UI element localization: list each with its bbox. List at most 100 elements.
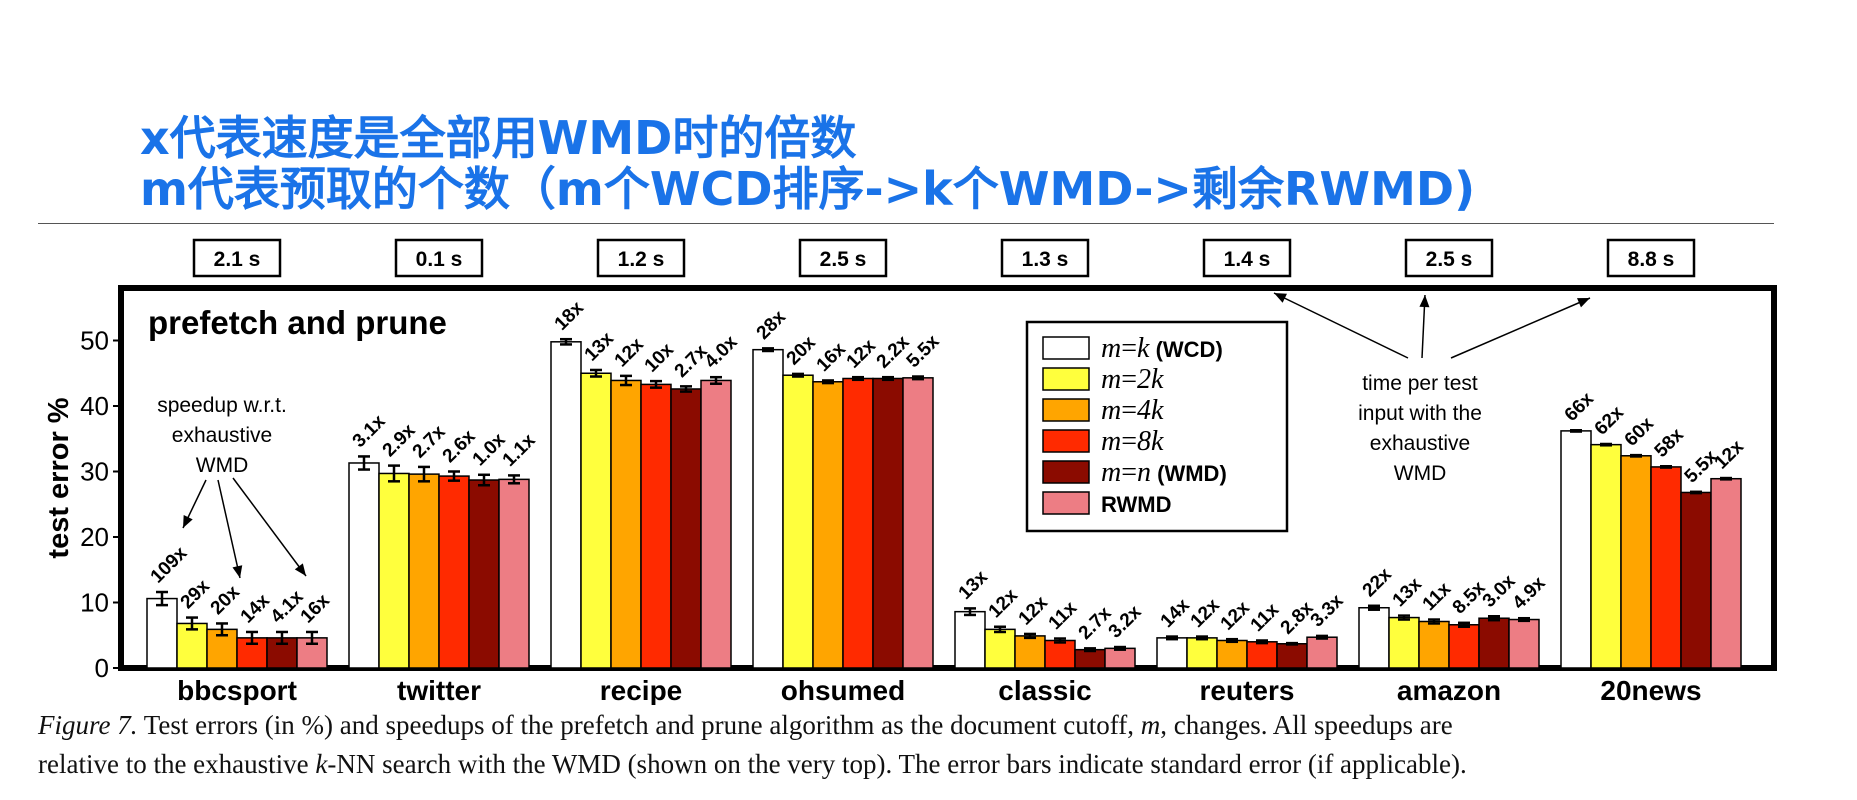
speedup-arrow: [217, 479, 241, 579]
category-label: 20news: [1600, 675, 1701, 705]
legend-swatch: [1042, 336, 1090, 360]
legend-entry-label: m=8k: [1101, 426, 1164, 457]
time-note-text: WMD: [1394, 462, 1446, 485]
speedup-arrow-head: [294, 563, 306, 576]
wmd-time-label: 8.8 s: [1628, 248, 1675, 271]
bar: [1418, 620, 1450, 669]
bar: [1216, 639, 1248, 669]
speedup-label: 12x: [1217, 597, 1255, 635]
wmd-time-label: 1.2 s: [618, 248, 665, 271]
wmd-time-label: 1.3 s: [1022, 248, 1069, 271]
y-tick-label: 10: [80, 588, 109, 618]
time-arrow-head: [1419, 295, 1430, 308]
legend-entry-label: m=2k: [1101, 364, 1164, 395]
speedup-label: 109x: [147, 543, 192, 588]
bar: [1104, 647, 1136, 669]
bar: [1156, 637, 1188, 669]
bar: [1448, 624, 1480, 669]
speedup-label: 16x: [297, 590, 335, 628]
speedup-label: 3.0x: [1479, 570, 1520, 611]
y-tick-label: 20: [80, 522, 109, 552]
bar: [954, 610, 986, 669]
category-label: twitter: [397, 675, 481, 705]
speedup-label: 12x: [611, 334, 649, 372]
wmd-time-box: [798, 238, 888, 278]
caption-line-2: relative to the exhaustive k-NN search w…: [38, 749, 1818, 780]
wmd-time-label: 2.5 s: [820, 248, 867, 271]
legend-swatch: [1042, 460, 1090, 484]
bar: [1358, 606, 1390, 669]
wmd-time-label: 2.5 s: [1426, 248, 1473, 271]
category-label: classic: [998, 675, 1091, 705]
category-label: reuters: [1200, 675, 1295, 705]
bar: [550, 341, 582, 669]
speedup-label: 4.0x: [701, 331, 742, 372]
bar: [1590, 443, 1622, 669]
caption-text-1a: Test errors (in %) and speedups of the p…: [137, 710, 1141, 740]
bar: [812, 381, 844, 669]
plot-frame: [118, 285, 1777, 671]
legend-entry-label: m=k (WCD): [1101, 333, 1223, 364]
bar-chart: 0 10 20 30 40 50 test error % prefetch and prun…: [43, 238, 1777, 705]
bar: [1246, 641, 1278, 669]
speedup-label: 12x: [1187, 595, 1225, 633]
legend-entry-label: RWMD: [1101, 492, 1171, 517]
speedup-label: 10x: [641, 339, 679, 377]
divider-line: [38, 223, 1774, 224]
caption-m: m: [1140, 710, 1161, 740]
time-arrow: [1273, 292, 1409, 359]
speedup-label: 28x: [753, 306, 791, 344]
heading-line-1: x代表速度是全部用WMD时的倍数: [140, 111, 857, 165]
speedup-arrow: [232, 477, 307, 577]
bar: [1508, 618, 1540, 669]
y-tick-label: 30: [80, 457, 109, 487]
bar: [1186, 637, 1218, 669]
legend-entry-label: m=n (WMD): [1101, 457, 1227, 488]
caption-text-2a: relative to the exhaustive: [38, 749, 316, 779]
wmd-time-label: 2.1 s: [214, 248, 261, 271]
bar: [580, 372, 612, 669]
time-note-text: exhaustive: [1370, 432, 1470, 455]
bar: [498, 478, 530, 669]
bar: [1710, 477, 1742, 669]
time-arrow-head: [1577, 298, 1590, 308]
y-tick-label: 40: [80, 391, 109, 421]
speedup-label: 18x: [551, 297, 589, 335]
speedup-note-text: exhaustive: [172, 424, 272, 447]
bar: [1560, 430, 1592, 669]
y-tick-label: 0: [95, 653, 109, 683]
bar: [1680, 491, 1712, 669]
speedup-label: 3.3x: [1307, 590, 1348, 631]
wmd-time-box: [1202, 238, 1292, 278]
speedup-label: 13x: [955, 566, 993, 604]
speedup-label: 12x: [1711, 436, 1749, 474]
y-axis-label: test error %: [43, 397, 75, 558]
legend-swatch: [1042, 367, 1090, 391]
bar: [468, 479, 500, 669]
speedup-label: 12x: [1015, 592, 1053, 630]
bar: [872, 377, 904, 669]
speedup-label: 1.1x: [499, 430, 540, 471]
speedup-note-text: speedup w.r.t.: [157, 394, 287, 417]
speedup-label: 11x: [1419, 578, 1456, 615]
category-label: amazon: [1397, 675, 1501, 705]
bar: [1074, 648, 1106, 669]
bar: [902, 377, 934, 669]
y-tick-label: 50: [80, 326, 109, 356]
speedup-label: 14x: [1157, 595, 1195, 633]
bar: [408, 473, 440, 669]
bar: [1650, 466, 1682, 669]
category-label: recipe: [600, 675, 683, 705]
speedup-label: 4.9x: [1509, 572, 1550, 613]
bar: [752, 348, 784, 669]
caption-text-2b: -NN search with the WMD (shown on the ve…: [327, 749, 1467, 779]
wmd-time-label: 1.4 s: [1224, 248, 1271, 271]
bar: [1276, 643, 1308, 669]
speedup-label: 12x: [843, 335, 881, 373]
bar: [984, 628, 1016, 669]
bar: [782, 374, 814, 669]
wmd-time-box: [596, 238, 686, 278]
time-note-text: input with the: [1358, 402, 1482, 425]
bar: [1014, 635, 1046, 669]
wmd-time-box: [192, 238, 282, 278]
